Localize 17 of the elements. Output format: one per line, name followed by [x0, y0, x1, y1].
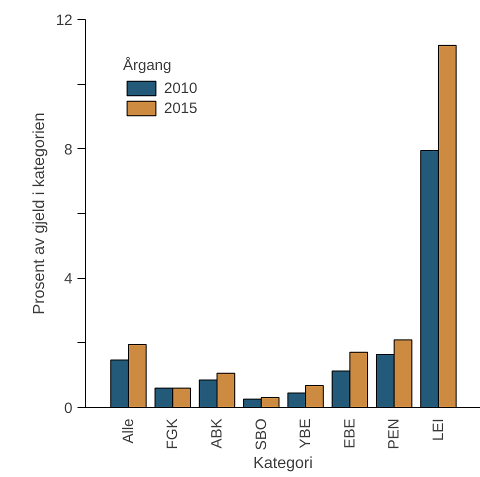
- x-tick-label: PEN: [386, 418, 403, 450]
- y-tick-label: 8: [64, 141, 72, 158]
- x-tick-label: EBE: [341, 418, 358, 449]
- x-tick-label: FGK: [164, 418, 182, 450]
- y-tick-label: 4: [64, 270, 72, 288]
- x-tick-label: LEI: [430, 418, 447, 442]
- legend-label: 2015: [164, 100, 198, 116]
- legend-label: 2010: [164, 80, 198, 96]
- legend-title: Årgang: [123, 57, 172, 74]
- x-tick-label: ABK: [208, 418, 226, 449]
- y-tick-label: 12: [56, 12, 73, 29]
- x-tick-label: SBO: [252, 418, 270, 450]
- y-axis-title: Prosent av gjeld i kategorien: [30, 112, 48, 314]
- x-axis-title: Kategori: [253, 455, 313, 472]
- y-tick-label: 0: [64, 400, 72, 417]
- x-tick-label: Alle: [120, 418, 137, 444]
- x-tick-label: YBE: [297, 418, 314, 449]
